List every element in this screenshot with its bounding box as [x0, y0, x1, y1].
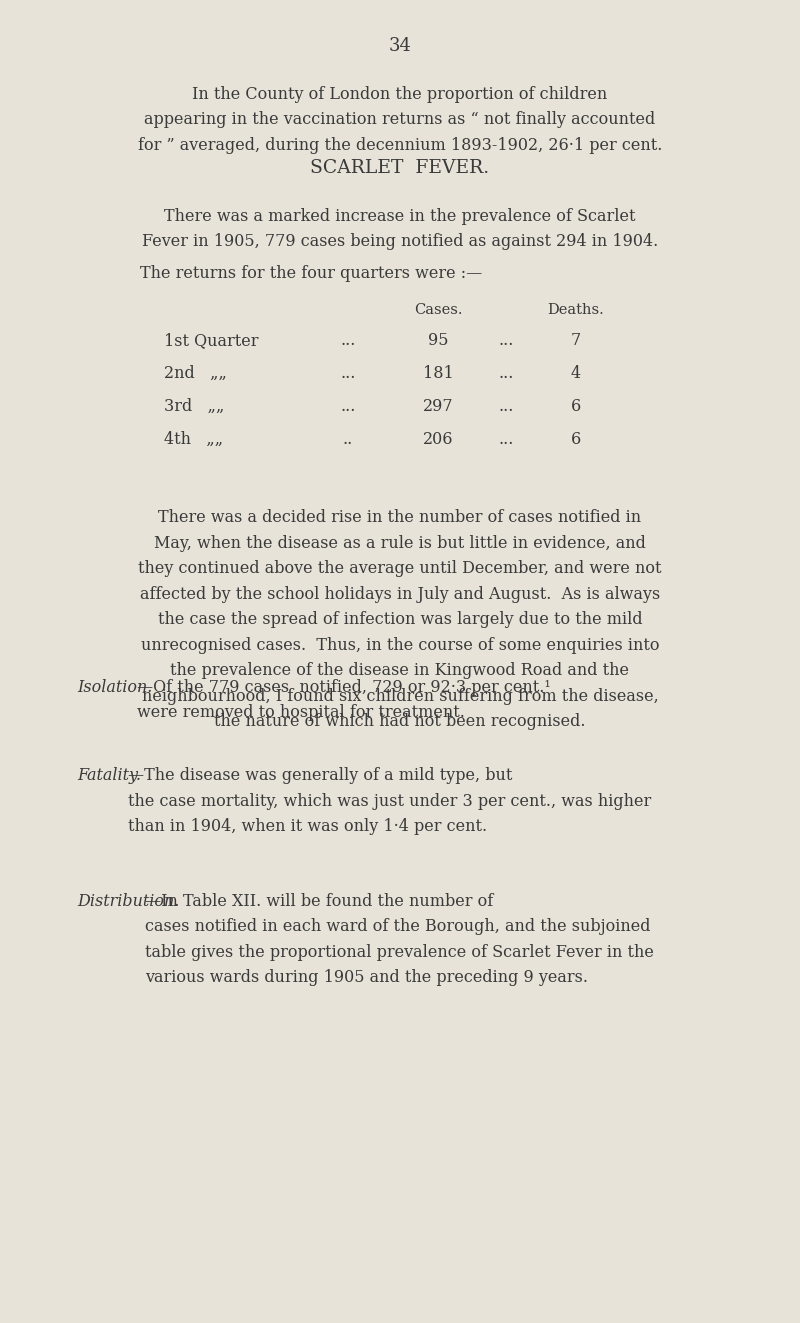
Text: Cases.: Cases. [414, 303, 462, 318]
Text: 1st Quarter: 1st Quarter [164, 332, 258, 349]
Text: ...: ... [498, 332, 514, 349]
Text: There was a marked increase in the prevalence of Scarlet
Fever in 1905, 779 case: There was a marked increase in the preva… [142, 208, 658, 250]
Text: ...: ... [340, 332, 356, 349]
Text: There was a decided rise in the number of cases notified in
May, when the diseas: There was a decided rise in the number o… [138, 509, 662, 730]
Text: 6: 6 [571, 398, 581, 415]
Text: ...: ... [498, 365, 514, 382]
Text: ...: ... [498, 431, 514, 448]
Text: In the County of London the proportion of children
appearing in the vaccination : In the County of London the proportion o… [138, 86, 662, 153]
Text: 3rd   „„: 3rd „„ [164, 398, 224, 415]
Text: 95: 95 [428, 332, 449, 349]
Text: —In Table XII. will be found the number of
cases notified in each ward of the Bo: —In Table XII. will be found the number … [145, 893, 654, 987]
Text: 4: 4 [571, 365, 581, 382]
Text: Deaths.: Deaths. [548, 303, 604, 318]
Text: 2nd   „„: 2nd „„ [164, 365, 227, 382]
Text: ..: .. [343, 431, 353, 448]
Text: —The disease was generally of a mild type, but
the case mortality, which was jus: —The disease was generally of a mild typ… [128, 767, 651, 835]
Text: 6: 6 [571, 431, 581, 448]
Text: 4th   „„: 4th „„ [164, 431, 223, 448]
Text: 206: 206 [423, 431, 454, 448]
Text: ...: ... [340, 365, 356, 382]
Text: 7: 7 [571, 332, 581, 349]
Text: The returns for the four quarters were :—: The returns for the four quarters were :… [140, 265, 482, 282]
Text: —Of the 779 cases  notified, 729 or 92·3 per cent.¹
were removed to hospital for: —Of the 779 cases notified, 729 or 92·3 … [137, 679, 550, 721]
Text: 181: 181 [423, 365, 454, 382]
Text: Fatality.: Fatality. [78, 767, 142, 785]
Text: Distribution.: Distribution. [78, 893, 180, 910]
Text: ...: ... [498, 398, 514, 415]
Text: Isolation.: Isolation. [78, 679, 153, 696]
Text: 297: 297 [423, 398, 454, 415]
Text: 34: 34 [389, 37, 411, 56]
Text: ...: ... [340, 398, 356, 415]
Text: SCARLET  FEVER.: SCARLET FEVER. [310, 159, 490, 177]
